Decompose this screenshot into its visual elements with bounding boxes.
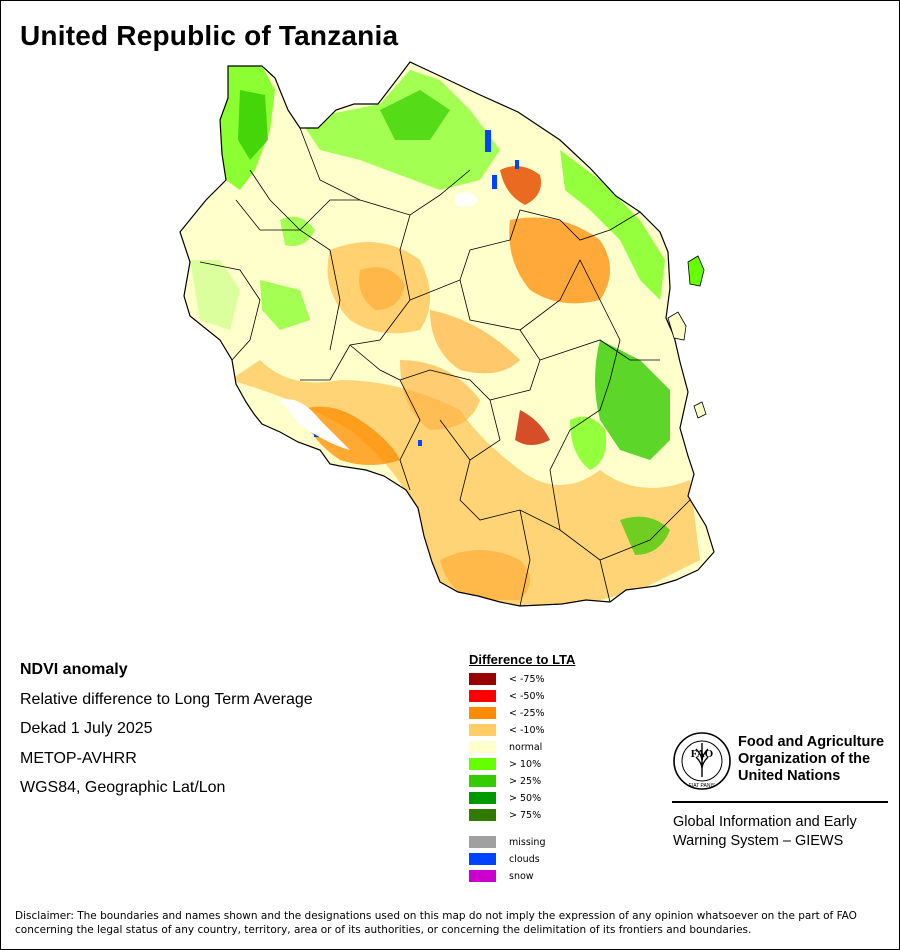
legend-label: snow <box>509 870 534 882</box>
sensor-label: METOP-AVHRR <box>20 749 137 767</box>
legend-extra-item: snow <box>469 869 534 883</box>
legend: Difference to LTA < -75% < -50% < -25% < -1… <box>469 652 576 882</box>
legend-swatch <box>469 870 496 882</box>
legend-extra-item: missing <box>469 835 545 849</box>
legend-swatch <box>469 690 496 702</box>
legend-label: missing <box>509 836 546 848</box>
giews-line-1: Global Information and Early <box>673 814 857 830</box>
legend-item: < -25% <box>469 706 545 720</box>
legend-extra-item: clouds <box>469 852 540 866</box>
legend-label: < -75% <box>509 673 545 685</box>
legend-swatch <box>469 741 496 753</box>
dry-anomaly-areas <box>230 166 700 606</box>
legend-swatch <box>469 853 496 865</box>
wet-anomaly-areas <box>190 66 670 555</box>
legend-item: normal <box>469 740 542 754</box>
fao-logo-icon: FAO FIAT PANIS <box>673 732 731 790</box>
fao-logo-motto: FIAT PANIS <box>689 783 716 789</box>
legend-swatch <box>469 775 496 787</box>
legend-swatch <box>469 673 496 685</box>
legend-swatch <box>469 707 496 719</box>
fao-name-line-1: Food and Agriculture <box>738 734 885 750</box>
legend-label: > 50% <box>509 792 542 804</box>
disclaimer: Disclaimer: The boundaries and names sho… <box>15 910 857 936</box>
fao-name-line-2: Organization of the <box>738 751 871 767</box>
legend-swatch <box>469 836 496 848</box>
projection-label: WGS84, Geographic Lat/Lon <box>20 779 226 796</box>
giews-label: Global Information and Early Warning Sys… <box>673 813 857 851</box>
legend-swatch <box>469 724 496 736</box>
legend-label: > 25% <box>509 775 542 787</box>
product-name: NDVI anomaly <box>20 661 128 678</box>
legend-title: Difference to LTA <box>469 652 576 667</box>
divider <box>672 801 888 803</box>
fao-name: Food and Agriculture Organization of the… <box>738 734 884 785</box>
lakes <box>280 192 478 450</box>
zanzibar-pemba-islands <box>667 255 707 419</box>
legend-item: > 25% <box>469 774 541 788</box>
product-description: Relative difference to Long Term Average <box>20 690 313 708</box>
legend-label: > 10% <box>509 758 542 770</box>
page-title: United Republic of Tanzania <box>20 20 399 51</box>
giews-line-2: Warning System – GIEWS <box>673 833 844 849</box>
legend-swatch <box>469 792 496 804</box>
legend-label: < -10% <box>509 724 545 736</box>
admin-boundaries <box>199 127 691 606</box>
fao-name-line-3: United Nations <box>738 768 841 784</box>
legend-item: > 50% <box>469 791 541 805</box>
legend-item: > 10% <box>469 757 541 771</box>
ndvi-anomaly-map <box>179 61 715 607</box>
map-info-block: NDVI anomaly Relative difference to Long… <box>20 655 313 803</box>
fao-branding: FAO FIAT PANIS Food and Agriculture Orga… <box>672 731 884 796</box>
legend-label: normal <box>509 741 543 753</box>
legend-swatch <box>469 758 496 770</box>
legend-swatch <box>469 809 496 821</box>
legend-label: clouds <box>509 853 540 865</box>
fao-logo-text: FAO <box>691 748 714 760</box>
legend-label: > 75% <box>509 809 542 821</box>
legend-item: > 75% <box>469 808 541 822</box>
legend-label: < -50% <box>509 690 545 702</box>
legend-item: < -50% <box>469 689 545 703</box>
legend-item: < -75% <box>469 672 545 686</box>
legend-label: < -25% <box>509 707 545 719</box>
legend-item: < -10% <box>469 723 545 737</box>
period-label: Dekad 1 July 2025 <box>20 720 153 737</box>
